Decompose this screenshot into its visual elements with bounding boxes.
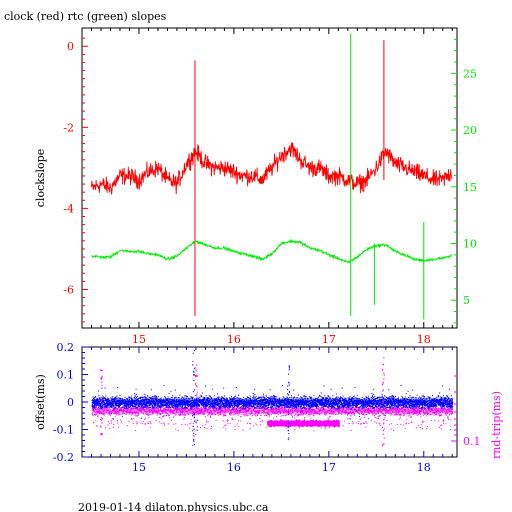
- offset-outlier-1: [192, 349, 196, 446]
- offset-panel: 15 16 17 18 0.2 0.1 0 -0.1 -0.2 0.1 offset(ms) rn…: [34, 341, 503, 474]
- slopes-panel: 15 16 17 18 0 -2 -4 -6 5 10 15 20 25 clockslope: [34, 27, 477, 346]
- rtc-y-tick-label: 10: [463, 238, 477, 251]
- offset-x-tick-label: 18: [417, 461, 431, 474]
- clock-slope-line: [91, 142, 453, 195]
- rnd-trip-axis-label: rnd-trip(ms): [490, 391, 503, 459]
- rtc-y-tick-label: 20: [463, 124, 477, 137]
- chart-title: clock (red) rtc (green) slopes: [4, 10, 167, 23]
- offset-y-tick-label: 0.1: [57, 369, 75, 382]
- slopes-series-layer: [91, 33, 453, 320]
- clockslope-y-tick-label: -4: [63, 202, 74, 215]
- footer-host-date: 2019-01-14 dilaton.physics.ubc.ca: [78, 501, 269, 512]
- offset-series-layer: [91, 349, 454, 447]
- slopes-x-tick-label: 17: [322, 333, 336, 346]
- offset-x-tick-label: 17: [322, 461, 336, 474]
- clockslope-y-tick-label: 0: [67, 40, 74, 53]
- clockslope-axis-label: clockslope: [34, 149, 47, 207]
- offset-y-tick-label: -0.2: [53, 451, 74, 464]
- offset-y-tick-label: 0: [67, 396, 74, 409]
- rnd-trip-y-tick-label: 0.1: [463, 435, 481, 448]
- offset-x-tick-label: 15: [132, 461, 146, 474]
- offset-y-tick-label: -0.1: [53, 424, 74, 437]
- rnd-trip-cluster: [267, 419, 340, 428]
- rtc-y-tick-label: 15: [463, 181, 477, 194]
- rtc-y-tick-label: 5: [463, 294, 470, 307]
- offset-points: [91, 385, 454, 421]
- offset-y-tick-label: 0.2: [57, 341, 75, 354]
- slopes-axes: 15 16 17 18 0 -2 -4 -6 5 10 15 20 25: [63, 28, 477, 346]
- offset-x-tick-label: 16: [227, 461, 241, 474]
- rtc-slope-line: [91, 238, 453, 264]
- rnd-trip-points: [91, 403, 454, 432]
- slopes-x-tick-label: 18: [417, 333, 431, 346]
- clockslope-y-tick-label: -6: [63, 283, 74, 296]
- offset-axis-label: offset(ms): [34, 374, 47, 430]
- rtc-y-tick-label: 25: [463, 67, 477, 80]
- slopes-plot-frame: [81, 27, 458, 329]
- slopes-x-tick-label: 16: [227, 333, 241, 346]
- offset-axes: 15 16 17 18 0.2 0.1 0 -0.1 -0.2 0.1: [53, 341, 481, 474]
- slopes-x-tick-label: 15: [132, 333, 146, 346]
- offset-outlier-0: [100, 369, 103, 436]
- clockslope-y-tick-label: -2: [63, 121, 74, 134]
